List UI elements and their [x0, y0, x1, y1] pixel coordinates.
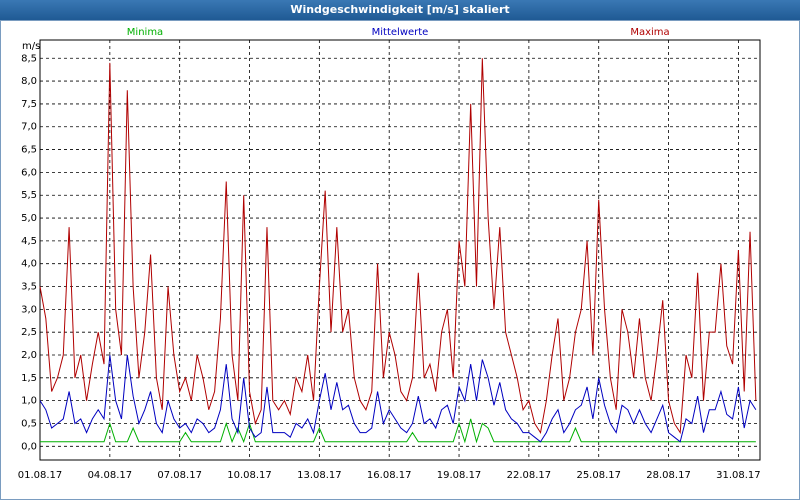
- y-tick-label: 8,0: [21, 76, 37, 87]
- y-tick-label: 4,5: [21, 236, 37, 247]
- chart-title: Windgeschwindigkeit [m/s] skaliert: [290, 3, 509, 16]
- legend-label: Maxima: [630, 27, 669, 38]
- x-tick-label: 10.08.17: [227, 470, 272, 481]
- y-tick-label: 3,0: [21, 304, 37, 315]
- y-tick-label: 7,5: [21, 99, 37, 110]
- legend-label: Minima: [127, 27, 163, 38]
- x-tick-label: 28.08.17: [646, 470, 691, 481]
- y-tick-label: 0,0: [21, 441, 37, 452]
- legend-label: Mittelwerte: [372, 27, 429, 38]
- x-tick-label: 31.08.17: [716, 470, 761, 481]
- y-tick-label: 4,0: [21, 259, 37, 270]
- y-tick-label: 5,5: [21, 190, 37, 201]
- y-tick-label: 6,5: [21, 145, 37, 156]
- title-bar: [0, 0, 800, 20]
- series-line: [39, 58, 757, 435]
- y-tick-label: 5,0: [21, 213, 37, 224]
- y-tick-label: 2,0: [21, 350, 37, 361]
- series-line: [40, 418, 756, 444]
- y-tick-label: 2,5: [21, 327, 37, 338]
- y-tick-label: 1,5: [21, 373, 37, 384]
- y-tick-label: 7,0: [21, 122, 37, 133]
- y-tick-label: 1,0: [21, 396, 37, 407]
- y-tick-label: 3,5: [21, 282, 37, 293]
- x-tick-label: 16.08.17: [367, 470, 412, 481]
- x-tick-label: 04.08.17: [88, 470, 133, 481]
- x-tick-label: 19.08.17: [437, 470, 482, 481]
- x-tick-label: 07.08.17: [157, 470, 202, 481]
- y-axis-label: m/s: [22, 41, 40, 52]
- y-tick-label: 8,5: [21, 53, 37, 64]
- x-tick-label: 13.08.17: [297, 470, 342, 481]
- series-line: [39, 354, 757, 443]
- y-tick-label: 6,0: [21, 167, 37, 178]
- x-tick-label: 01.08.17: [18, 470, 63, 481]
- x-tick-label: 25.08.17: [576, 470, 621, 481]
- x-tick-label: 22.08.17: [507, 470, 552, 481]
- y-tick-label: 0,5: [21, 418, 37, 429]
